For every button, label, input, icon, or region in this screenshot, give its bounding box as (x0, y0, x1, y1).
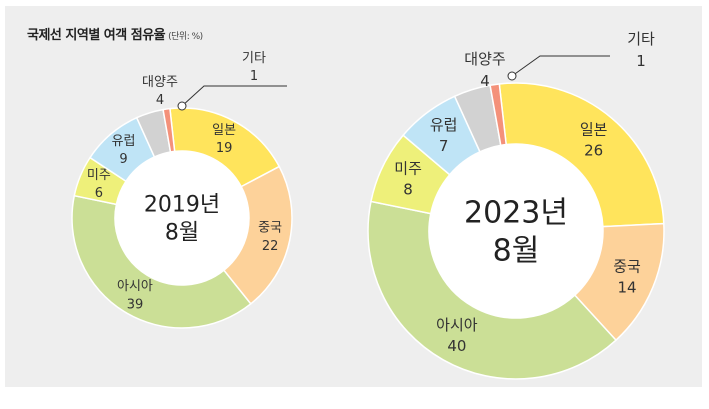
slice-value: 4 (480, 72, 490, 90)
slice-value: 1 (250, 69, 258, 84)
slice-label: 중국 (613, 257, 641, 275)
slice-label: 미주 (394, 159, 422, 177)
slice-label: 중국 (258, 221, 282, 236)
slice-label: 대양주 (464, 50, 505, 68)
slice-value: 4 (156, 93, 164, 108)
slice-label: 기타 (242, 51, 266, 66)
slice-label: 유럽 (430, 116, 458, 134)
slice-label: 일본 (580, 120, 608, 138)
slice-label: 아시아 (117, 279, 153, 294)
slice-label: 일본 (212, 123, 236, 138)
slice-value: 9 (119, 152, 127, 167)
slice-value: 8 (403, 180, 413, 198)
chart-title: 국제선 지역별 여객 점유율 (단위: %) (27, 28, 203, 43)
callout-dot (507, 71, 517, 81)
unit-label: (단위: %) (168, 32, 203, 42)
center-label: 8월 (493, 234, 540, 269)
donut-hole (429, 144, 603, 318)
callout-line (511, 55, 610, 77)
center-label: 2019년 (144, 193, 220, 218)
slice-value: 26 (584, 141, 603, 159)
slice-value: 14 (617, 278, 636, 296)
slice-value: 19 (216, 141, 233, 156)
slice-label: 기타 (627, 30, 655, 48)
center-label: 2023년 (464, 196, 568, 231)
slice-label: 미주 (87, 168, 111, 183)
slice-아시아 (367, 200, 618, 380)
center-label: 8월 (165, 221, 199, 246)
slice-label: 아시아 (436, 316, 478, 334)
callout-dot (177, 101, 187, 111)
slice-value: 6 (95, 186, 103, 201)
callout-line (181, 85, 287, 107)
slice-value: 22 (262, 239, 279, 254)
slice-label: 유럽 (112, 134, 136, 149)
donut-chart-2019: 일본 19 중국 22 아시아 39 미주 6 유럽 9 대양주 4 기타 1 2019년 8월 (71, 51, 293, 329)
slice-value: 1 (636, 52, 646, 70)
slice-value: 39 (127, 297, 144, 312)
donut-hole (115, 151, 249, 285)
slice-label: 대양주 (142, 75, 178, 90)
slice-value: 40 (447, 337, 466, 355)
slice-value: 7 (439, 137, 449, 155)
